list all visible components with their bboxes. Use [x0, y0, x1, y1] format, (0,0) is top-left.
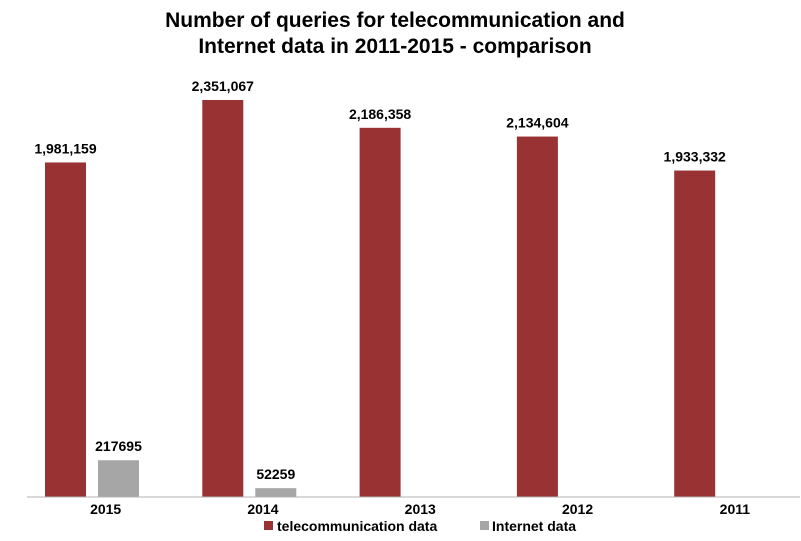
bar-telecommunication-2011: [674, 170, 716, 498]
chart-title-line-2: Internet data in 2011-2015 - comparison: [198, 35, 591, 58]
bar-internet-2015: [98, 460, 139, 497]
bar-telecommunication-2015: [45, 162, 86, 498]
legend-label-telecommunication: telecommunication data: [277, 518, 437, 534]
bar-telecommunication-2014: [202, 100, 244, 497]
data-label-telecommunication-2014: 2,351,067: [192, 78, 254, 94]
bar-internet-2014: [255, 488, 297, 497]
data-label-internet-2015: 217695: [95, 438, 142, 454]
legend-swatch-telecommunication: [264, 521, 273, 530]
data-label-telecommunication-2015: 1,981,159: [34, 140, 96, 156]
data-label-telecommunication-2011: 1,933,332: [664, 149, 726, 165]
data-label-internet-2014: 52259: [256, 466, 295, 482]
bar-telecommunication-2012: [516, 136, 558, 498]
x-axis-ticks: 2015 2014 2013 2012 2011: [90, 501, 750, 517]
legend: telecommunication data Internet data: [264, 518, 576, 534]
x-tick-label-2014: 2014: [247, 501, 278, 517]
data-label-telecommunication-2013: 2,186,358: [349, 106, 411, 122]
legend-label-internet: Internet data: [492, 518, 576, 534]
bar-telecommunication-2013: [359, 127, 401, 497]
x-tick-label-2012: 2012: [562, 501, 593, 517]
chart-title-line-1: Number of queries for telecommunication …: [165, 9, 625, 32]
x-tick-label-2015: 2015: [90, 501, 121, 517]
x-tick-label-2011: 2011: [720, 501, 751, 517]
legend-swatch-internet: [480, 521, 489, 530]
x-tick-label-2013: 2013: [405, 501, 436, 517]
plot-area: 1,981,159 217695 2,351,067 52259 2,186,358 2,…: [34, 78, 726, 498]
data-label-telecommunication-2012: 2,134,604: [506, 115, 568, 131]
